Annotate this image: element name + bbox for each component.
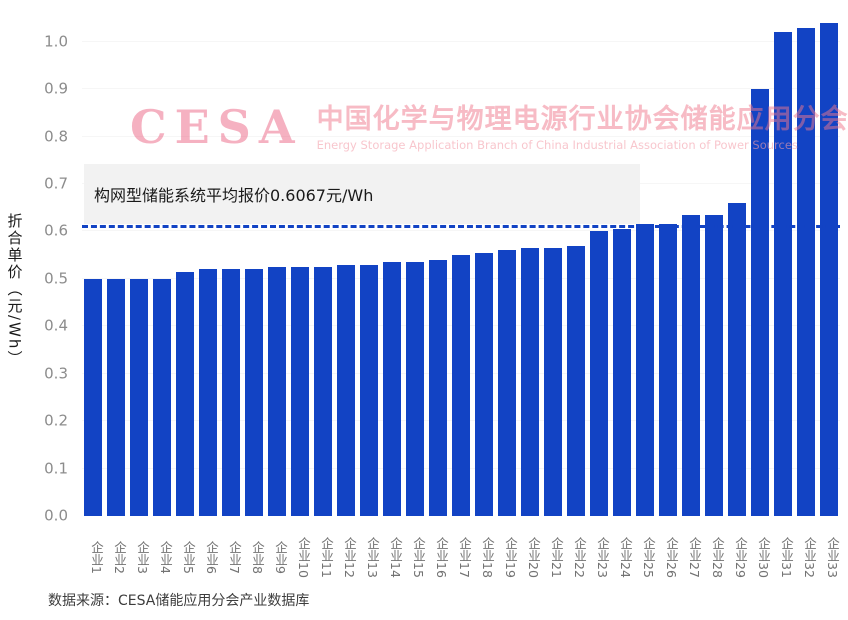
y-tick-label: 0.5 <box>44 269 68 288</box>
bar-企业8 <box>245 269 263 516</box>
gridline <box>82 40 840 42</box>
bar-企业12 <box>337 264 355 516</box>
x-tick-label: 企业28 <box>710 536 725 578</box>
bar-企业19 <box>498 250 516 516</box>
bar-企业18 <box>475 252 493 516</box>
bar-企业7 <box>222 269 240 516</box>
bar-企业10 <box>291 267 309 516</box>
bar-企业2 <box>107 278 125 516</box>
bar-企业25 <box>636 224 654 516</box>
y-tick-label: 0.3 <box>44 364 68 383</box>
y-axis-title: 折合单价（元/Wh） <box>5 212 24 368</box>
bar-企业32 <box>797 27 815 516</box>
bar-企业5 <box>176 271 194 516</box>
x-tick-label: 企业32 <box>802 536 817 578</box>
bar-企业26 <box>659 224 677 516</box>
gridline <box>82 230 840 232</box>
bar-企业11 <box>314 267 332 516</box>
gridline <box>82 88 840 90</box>
x-tick-label: 企业18 <box>480 536 495 578</box>
x-tick-label: 企业3 <box>135 540 150 574</box>
x-tick-label: 企业10 <box>296 536 311 578</box>
bar-企业22 <box>567 245 585 516</box>
average-line <box>82 225 840 229</box>
x-tick-label: 企业17 <box>457 536 472 578</box>
bar-企业29 <box>728 202 746 516</box>
x-tick-label: 企业8 <box>250 540 265 574</box>
y-tick-label: 0.1 <box>44 459 68 478</box>
x-tick-label: 企业7 <box>227 540 242 574</box>
y-tick-label: 0.6 <box>44 221 68 240</box>
y-tick-label: 0.9 <box>44 79 68 98</box>
y-tick-label: 0.2 <box>44 411 68 430</box>
bar-series <box>82 18 840 516</box>
bar-企业3 <box>130 278 148 516</box>
x-tick-label: 企业29 <box>733 536 748 578</box>
bar-企业14 <box>383 262 401 516</box>
x-tick-label: 企业30 <box>756 536 771 578</box>
bar-企业20 <box>521 248 539 516</box>
x-tick-label: 企业24 <box>618 536 633 578</box>
bar-企业24 <box>613 229 631 516</box>
bar-企业33 <box>820 22 838 516</box>
annotation-text: 构网型储能系统平均报价0.6067元/Wh <box>94 186 374 205</box>
y-axis-ticks: 0.0 0.1 0.2 0.3 0.4 0.5 0.6 0.7 0.8 0.9 1.0 <box>28 18 76 523</box>
x-tick-label: 企业15 <box>411 536 426 578</box>
bar-企业9 <box>268 267 286 516</box>
x-tick-label: 企业22 <box>572 536 587 578</box>
bar-企业28 <box>705 214 723 516</box>
x-tick-label: 企业25 <box>641 536 656 578</box>
x-tick-label: 企业11 <box>319 536 334 578</box>
x-tick-label: 企业27 <box>687 536 702 578</box>
x-tick-label: 企业33 <box>825 536 840 578</box>
plot-area: 构网型储能系统平均报价0.6067元/Wh CESA 中国化学与物理电源行业协会… <box>82 18 848 516</box>
x-tick-label: 企业26 <box>664 536 679 578</box>
x-tick-label: 企业9 <box>273 540 288 574</box>
x-tick-label: 企业6 <box>204 540 219 574</box>
bar-企业4 <box>153 278 171 516</box>
x-tick-label: 企业31 <box>779 536 794 578</box>
x-tick-label: 企业1 <box>89 540 104 574</box>
x-tick-label: 企业5 <box>181 540 196 574</box>
x-tick-label: 企业12 <box>342 536 357 578</box>
x-tick-label: 企业13 <box>365 536 380 578</box>
x-tick-label: 企业20 <box>526 536 541 578</box>
bar-企业13 <box>360 264 378 516</box>
y-tick-label: 0.4 <box>44 316 68 335</box>
y-tick-label: 1.0 <box>44 32 68 51</box>
bar-企业6 <box>199 269 217 516</box>
bar-企业30 <box>751 89 769 516</box>
bar-企业31 <box>774 32 792 516</box>
x-tick-label: 企业14 <box>388 536 403 578</box>
bar-企业27 <box>682 214 700 516</box>
data-source: 数据来源：CESA储能应用分会产业数据库 <box>48 593 310 609</box>
bar-企业21 <box>544 248 562 516</box>
bar-企业23 <box>590 231 608 516</box>
bar-企业16 <box>429 259 447 516</box>
bar-企业1 <box>84 278 102 516</box>
x-tick-label: 企业19 <box>503 536 518 578</box>
gridline <box>82 135 840 137</box>
x-tick-label: 企业21 <box>549 536 564 578</box>
y-tick-label: 0.7 <box>44 174 68 193</box>
bar-企业15 <box>406 262 424 516</box>
y-tick-label: 0.0 <box>44 506 68 525</box>
y-tick-label: 0.8 <box>44 127 68 146</box>
annotation-box: 构网型储能系统平均报价0.6067元/Wh <box>84 164 640 224</box>
x-tick-label: 企业16 <box>434 536 449 578</box>
bar-企业17 <box>452 255 470 516</box>
x-tick-label: 企业4 <box>158 540 173 574</box>
x-tick-label: 企业23 <box>595 536 610 578</box>
x-axis-labels: 企业1 企业2 企业3 企业4 企业5 企业6 企业7 企业8 企业9 企业10 企业11 企业12 企… <box>82 520 840 594</box>
x-tick-label: 企业2 <box>112 540 127 574</box>
